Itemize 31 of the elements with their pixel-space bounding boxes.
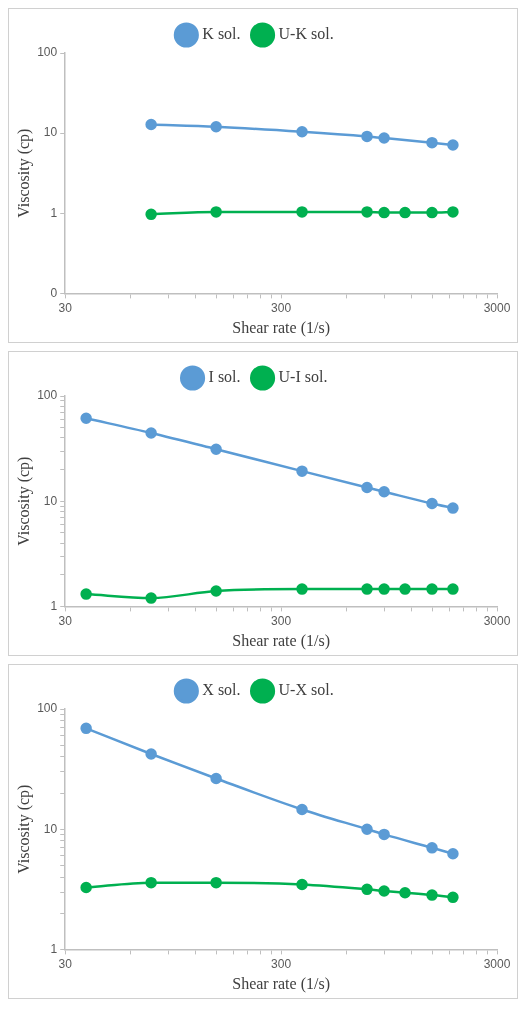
y-tick-label: 1 [50, 598, 58, 613]
legend-label: U-I sol. [278, 368, 328, 386]
x-tick-label: 3000 [483, 956, 511, 971]
legend-label: I sol. [208, 368, 241, 386]
y-tick-label: 10 [43, 821, 58, 836]
y-tick-label: 10 [43, 493, 58, 508]
y-tick-label: 100 [37, 701, 58, 716]
x-tick-label: 3000 [483, 300, 511, 315]
x-tick-label: 3000 [483, 613, 511, 628]
x-tick-label: 30 [58, 956, 73, 971]
legend-label: U-K sol. [278, 25, 334, 43]
x-axis-title: Shear rate (1/s) [232, 974, 330, 993]
x-tick-label: 300 [271, 300, 292, 315]
legend-label: X sol. [202, 681, 241, 699]
y-tick-label: 10 [43, 125, 58, 140]
legend-label: K sol. [202, 25, 241, 43]
y-tick-label: 100 [37, 45, 58, 60]
x-tick-label: 300 [271, 613, 292, 628]
y-tick-label: 1 [50, 205, 58, 220]
x-tick-label: 30 [58, 613, 73, 628]
y-axis-title: Viscosity (cp) [14, 784, 33, 874]
x-tick-label: 300 [271, 956, 292, 971]
x-tick-label: 30 [58, 300, 73, 315]
x-axis-title: Shear rate (1/s) [232, 318, 330, 337]
legend-label: U-X sol. [278, 681, 334, 699]
y-tick-label: 100 [37, 388, 58, 403]
y-tick-label: 0 [50, 285, 58, 300]
y-axis-title: Viscosity (cp) [14, 128, 33, 218]
x-axis-title: Shear rate (1/s) [232, 631, 330, 650]
y-tick-label: 1 [50, 941, 58, 956]
y-axis-title: Viscosity (cp) [14, 456, 33, 546]
